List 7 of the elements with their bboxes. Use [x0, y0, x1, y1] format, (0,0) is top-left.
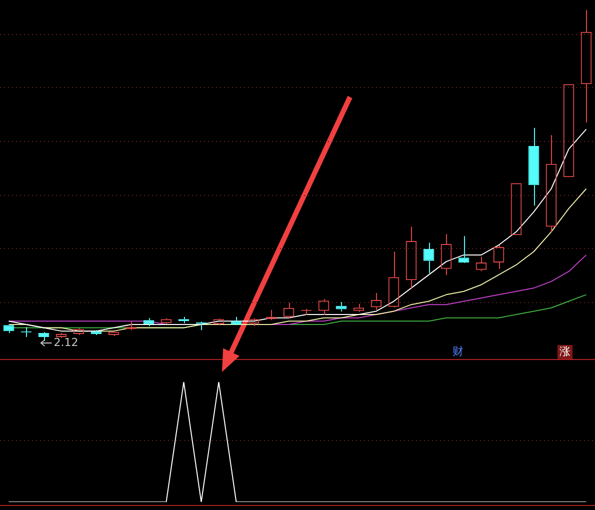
candlestick: [458, 236, 470, 263]
candlestick: [3, 324, 14, 334]
annotation: 2.12: [54, 336, 78, 349]
text: 涨: [560, 344, 570, 358]
candlestick: [528, 127, 540, 206]
text: 财: [452, 344, 464, 358]
candlestick: [143, 318, 154, 327]
